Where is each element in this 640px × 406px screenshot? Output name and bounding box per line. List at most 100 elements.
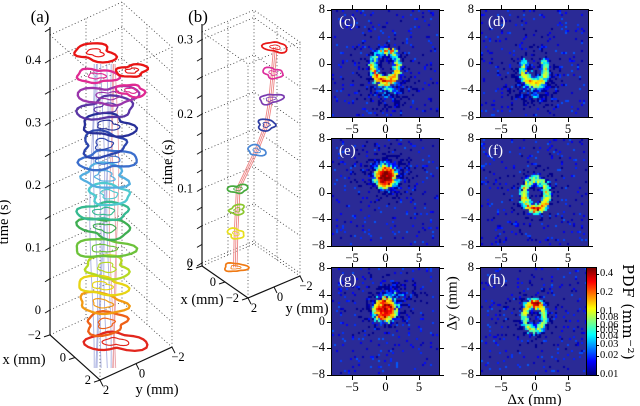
colorbar-tick-label: 0.06 bbox=[600, 319, 619, 331]
y-tick bbox=[327, 321, 331, 323]
y-tick-label: −4 bbox=[460, 82, 474, 96]
y-tick bbox=[171, 346, 176, 354]
y-tick-label: 2 bbox=[251, 301, 257, 315]
contour-ring bbox=[247, 143, 267, 157]
x-tick bbox=[218, 281, 226, 285]
y-tick bbox=[589, 192, 593, 194]
x-tick bbox=[418, 247, 420, 251]
y-tick-label: 4 bbox=[467, 28, 474, 43]
colorbar-tick-label: 0.04 bbox=[600, 331, 619, 343]
y-tick bbox=[440, 246, 444, 247]
colorbar-tick-label: 0.03 bbox=[600, 338, 619, 350]
x-tick-label: 5 bbox=[564, 122, 572, 136]
time-tick-label: 0.1 bbox=[177, 182, 193, 196]
x-tick-label: 0 bbox=[210, 275, 216, 289]
y-axis-label: y (mm) bbox=[285, 301, 328, 317]
time-tick bbox=[44, 309, 51, 314]
heatmap-canvas-f bbox=[481, 139, 588, 246]
y-tick-label: 0 bbox=[318, 313, 325, 328]
x-tick bbox=[418, 134, 420, 138]
panel-e bbox=[331, 138, 440, 247]
x-tick bbox=[352, 134, 354, 138]
y-tick bbox=[99, 379, 104, 387]
colorbar-tick bbox=[596, 337, 599, 339]
y-tick-label: 4 bbox=[318, 28, 325, 43]
x-tick bbox=[385, 118, 387, 122]
y-tick bbox=[440, 294, 444, 296]
time-tick-label: 0.2 bbox=[25, 178, 41, 192]
contour-ring bbox=[260, 41, 288, 54]
colorbar-tick-label: 0.05 bbox=[600, 324, 619, 336]
x-tick bbox=[534, 5, 536, 9]
y-tick bbox=[299, 275, 304, 283]
y-tick bbox=[476, 219, 480, 221]
heatmap-canvas-c bbox=[332, 10, 439, 117]
x-tick bbox=[567, 118, 569, 122]
panel-c bbox=[331, 9, 440, 118]
colorbar-tick bbox=[596, 325, 599, 327]
grid-wall-line bbox=[201, 54, 301, 88]
contour-ring bbox=[259, 93, 286, 106]
y-tick bbox=[327, 36, 331, 38]
heatmap-canvas-g bbox=[332, 268, 439, 375]
x-tick-label: 0 bbox=[382, 251, 389, 265]
x-tick-label: −5 bbox=[494, 122, 508, 136]
y-tick bbox=[440, 63, 444, 65]
colorbar-tick-label: 0.01 bbox=[600, 368, 619, 380]
time-axis-label: time (s) bbox=[160, 139, 176, 184]
x-tick bbox=[501, 247, 503, 251]
contour-ring-inner bbox=[97, 119, 121, 131]
time-tick bbox=[44, 28, 51, 33]
y-tick bbox=[327, 246, 331, 247]
heatmap-canvas-d bbox=[481, 10, 588, 117]
x-tick bbox=[68, 357, 76, 360]
panel-letter-e: (e) bbox=[339, 143, 356, 159]
y-tick bbox=[440, 321, 444, 323]
y-tick bbox=[440, 348, 444, 350]
time-tick-label: 0 bbox=[35, 303, 41, 317]
panel-h bbox=[480, 267, 589, 376]
y-tick-label: 4 bbox=[318, 157, 325, 172]
x-tick-label: 2 bbox=[187, 259, 193, 273]
contour-ring-inner bbox=[268, 70, 278, 76]
y-tick-label: −8 bbox=[311, 237, 325, 252]
contour-ring-inner bbox=[92, 223, 117, 234]
x-tick-label: −2 bbox=[226, 291, 239, 305]
contour-ring bbox=[114, 83, 147, 99]
x-tick-label: 0 bbox=[531, 122, 538, 136]
time-tick bbox=[44, 278, 51, 283]
x-tick bbox=[567, 5, 569, 9]
y-tick bbox=[589, 117, 593, 118]
contour-ring-inner bbox=[85, 48, 105, 58]
colorbar-tick-label: 0.2 bbox=[600, 286, 614, 298]
colorbar-tick bbox=[596, 293, 599, 295]
time-tick-label: 0.4 bbox=[25, 53, 41, 67]
time-tick bbox=[44, 184, 51, 189]
contour-ring-inner bbox=[124, 67, 140, 74]
y-tick bbox=[327, 10, 331, 11]
y-tick bbox=[589, 139, 593, 140]
y-tick bbox=[327, 90, 331, 92]
x-axis-label: x (mm) bbox=[180, 292, 223, 308]
trajectory-line bbox=[103, 63, 109, 369]
y-tick-label: −2 bbox=[171, 350, 184, 364]
contour-ring-inner bbox=[230, 265, 242, 270]
x-tick bbox=[195, 265, 203, 269]
time-tick bbox=[44, 247, 51, 251]
y-tick bbox=[440, 375, 444, 376]
x-tick-label: 5 bbox=[415, 380, 423, 394]
time-axis-label: time (s) bbox=[0, 199, 12, 244]
contour-ring-inner bbox=[265, 96, 277, 102]
time-tick bbox=[196, 76, 203, 81]
grid-top-face bbox=[49, 1, 173, 81]
colorbar-gradient bbox=[587, 268, 596, 375]
time-tick bbox=[196, 94, 203, 99]
y-tick bbox=[327, 192, 331, 194]
x-tick bbox=[93, 379, 101, 383]
x-tick bbox=[418, 5, 420, 9]
time-tick bbox=[196, 243, 203, 248]
x-tick bbox=[385, 247, 387, 251]
contour-ring bbox=[75, 67, 122, 85]
x-tick-label: −5 bbox=[345, 251, 359, 265]
time-tick bbox=[44, 90, 51, 95]
